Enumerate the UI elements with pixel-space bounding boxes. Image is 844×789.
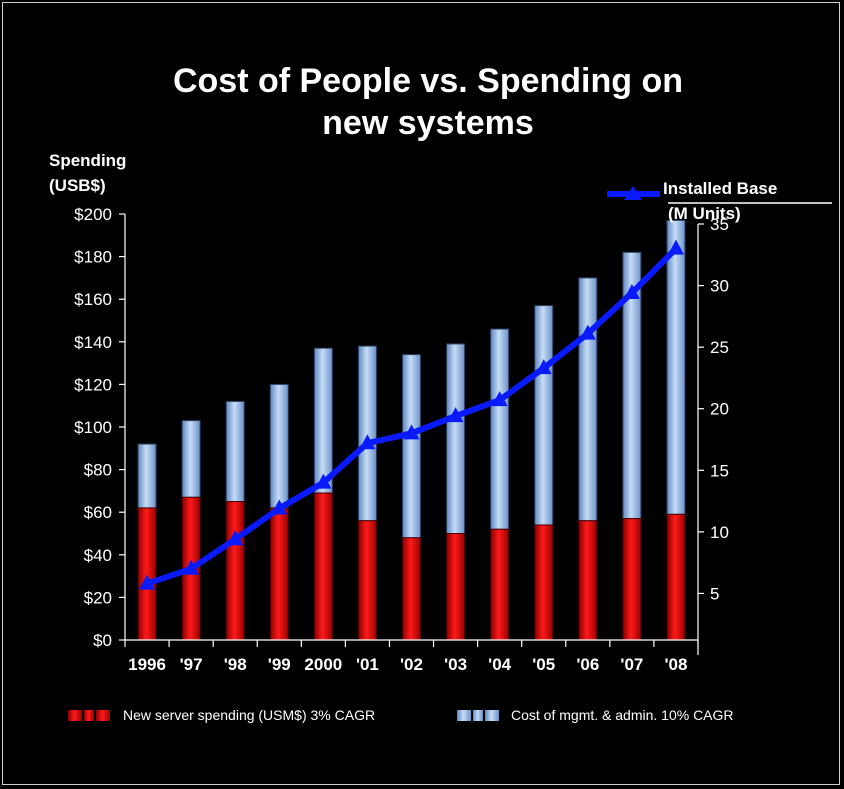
y2-tick-label: 15 <box>710 461 729 480</box>
x-tick-label: '01 <box>356 655 379 674</box>
legend-line-marker <box>624 186 642 200</box>
installed-base-point <box>491 391 508 407</box>
bar-mgmt-cost <box>490 328 510 530</box>
bar-server-spending <box>313 492 333 641</box>
y-axis-title-line-2: (USB$) <box>49 176 106 195</box>
bar-mgmt-cost <box>357 345 377 522</box>
legend-blue-label: Cost of mgmt. & admin. 10% CAGR <box>511 707 734 723</box>
y-tick-label: $160 <box>74 290 112 309</box>
y-tick-label: $80 <box>84 461 112 480</box>
bar-server-spending <box>578 520 598 641</box>
bar-server-spending <box>490 528 510 641</box>
bar-server-spending <box>666 513 686 641</box>
installed-base-point <box>139 574 156 590</box>
x-tick-label: '99 <box>268 655 291 674</box>
installed-base-point <box>623 283 640 299</box>
bar-server-spending <box>402 537 421 641</box>
y2-tick-label: 5 <box>710 584 719 603</box>
y-tick-label: $100 <box>74 418 112 437</box>
bar-mgmt-cost <box>181 420 201 498</box>
bar-mgmt-cost <box>269 383 289 509</box>
bar-mgmt-cost <box>137 443 157 509</box>
x-tick-label: '02 <box>400 655 423 674</box>
bar-mgmt-cost <box>313 347 333 494</box>
y-tick-label: $120 <box>74 375 112 394</box>
bar-mgmt-cost <box>225 400 245 503</box>
y-tick-label: $200 <box>74 205 112 224</box>
bar-server-spending <box>225 501 245 641</box>
installed-base-point <box>579 324 596 340</box>
x-tick-label: 1996 <box>128 655 166 674</box>
y2-tick-label: 25 <box>710 338 729 357</box>
x-tick-label: '98 <box>224 655 247 674</box>
bar-server-spending <box>622 518 642 641</box>
y2-axis: 5 10 15 20 25 30 35 <box>697 215 729 655</box>
installed-base-point <box>227 530 244 546</box>
installed-base-point <box>271 499 288 515</box>
bar-mgmt-cost <box>534 305 554 526</box>
installed-base-point <box>447 407 464 423</box>
legend-red-swatch <box>68 710 110 721</box>
y2-axis-title-line-2: (M Units) <box>668 204 741 223</box>
y-tick-label: $40 <box>84 546 112 565</box>
bar-mgmt-cost <box>402 354 421 539</box>
installed-base-point <box>403 424 420 440</box>
bar-mgmt-cost <box>666 219 686 515</box>
y-tick-label: $0 <box>93 631 112 650</box>
y2-axis-title-line-1: Installed Base <box>663 179 777 198</box>
x-tick-label: '03 <box>444 655 467 674</box>
x-tick-label: '04 <box>488 655 511 674</box>
x-tick-label: '05 <box>532 655 555 674</box>
x-tick-label: '07 <box>620 655 643 674</box>
x-tick-label: '06 <box>576 655 599 674</box>
y-axis: $0 $20 $40 $60 $80 $100 $120 $140 $160 $180 $200 <box>74 205 126 650</box>
y-tick-label: $20 <box>84 588 112 607</box>
x-tick-label: '97 <box>180 655 203 674</box>
y-axis-title-line-1: Spending <box>49 151 126 170</box>
x-axis: 1996 '97 '98 '99 2000 '01 '02 '03 '04 '05 '06 '07 '0… <box>124 639 699 674</box>
installed-base-point <box>183 559 200 575</box>
bar-server-spending <box>446 533 466 641</box>
installed-base-point <box>667 239 684 255</box>
x-tick-label: '08 <box>664 655 687 674</box>
y-tick-label: $140 <box>74 333 112 352</box>
y2-tick-label: 30 <box>710 277 729 296</box>
x-tick-label: 2000 <box>304 655 342 674</box>
bar-server-spending <box>269 507 289 641</box>
chart-title-line-1: Cost of People vs. Spending on <box>173 62 683 100</box>
legend-red-label: New server spending (USM$) 3% CAGR <box>123 707 375 723</box>
installed-base-point <box>359 434 376 450</box>
bar-mgmt-cost <box>578 277 598 522</box>
installed-base-point <box>315 473 332 489</box>
legend-blue-swatch <box>457 710 499 721</box>
installed-base-point <box>535 359 552 375</box>
y2-tick-label: 20 <box>710 400 729 419</box>
bar-server-spending <box>137 507 157 641</box>
bar-server-spending <box>534 524 554 641</box>
y-tick-label: $180 <box>74 248 112 267</box>
bar-mgmt-cost <box>446 343 466 534</box>
y2-tick-label: 10 <box>710 523 729 542</box>
y2-tick-label: 35 <box>710 215 729 234</box>
chart-title-line-2: new systems <box>322 104 534 142</box>
y-tick-label: $60 <box>84 503 112 522</box>
installed-base-line <box>139 239 684 590</box>
bar-server-spending <box>357 520 377 641</box>
